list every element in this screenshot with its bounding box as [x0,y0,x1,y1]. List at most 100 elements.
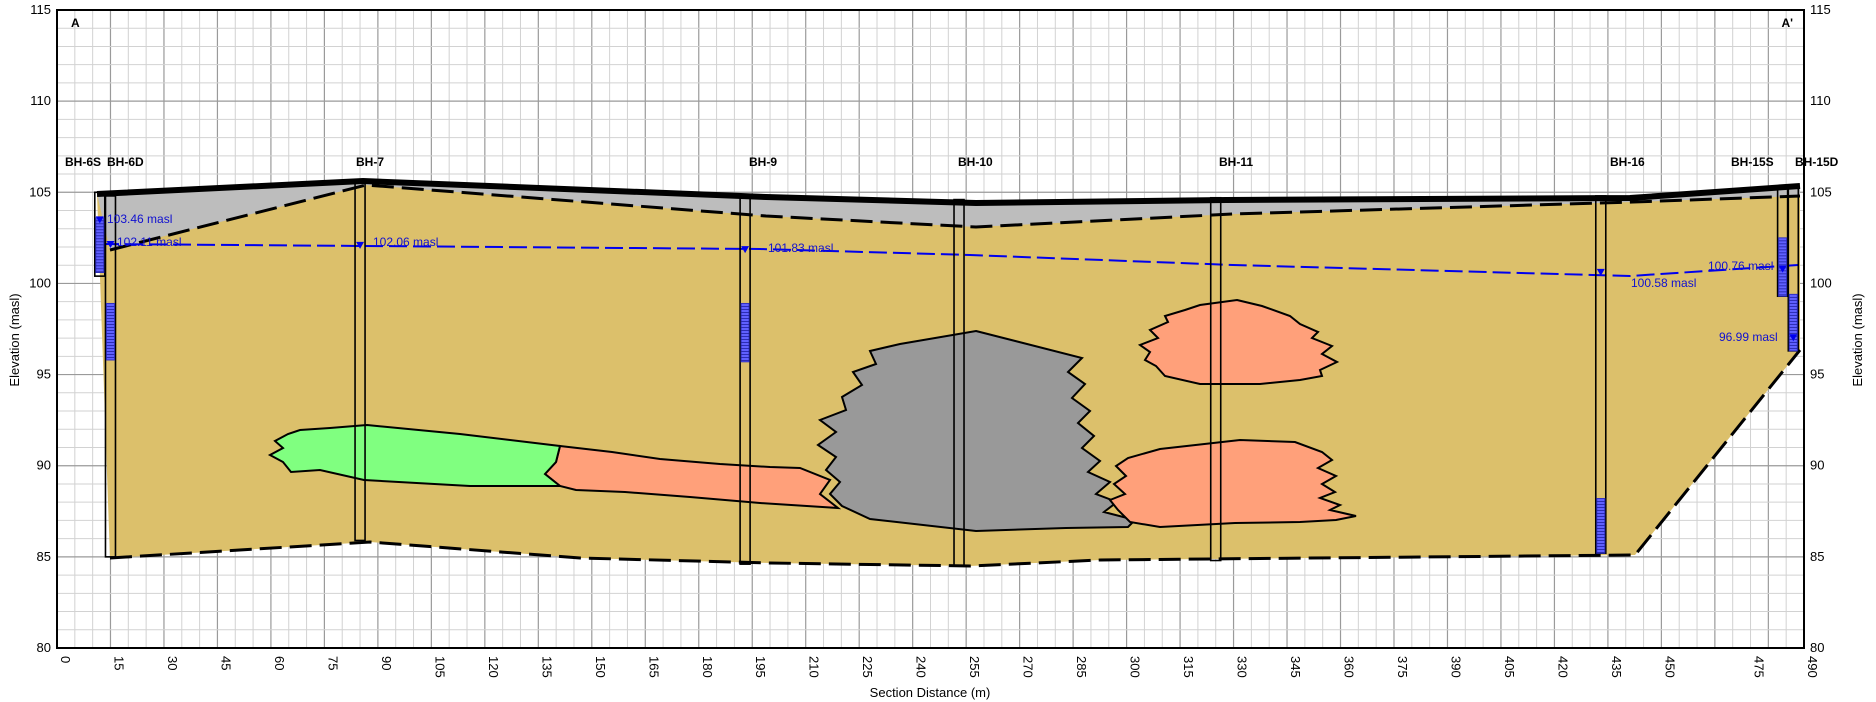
water-level-label: 103.46 masl [107,212,172,226]
section-end-label: A' [1781,16,1793,30]
x-tick-label: 120 [486,656,501,678]
y-tick-label: 95 [1810,367,1824,382]
borehole-casing [953,198,965,567]
water-level-labels: 103.46 masl 102.11 masl 102.06 masl 101.… [107,212,1778,344]
y-tick-label: 110 [30,93,51,108]
salmon-zone-lower [1108,438,1357,529]
x-tick-label: 330 [1235,656,1250,678]
water-level-label: 102.06 masl [373,235,438,249]
x-tick-label: 15 [111,656,126,670]
well-screen [1788,293,1798,352]
borehole-label-bh11: BH-11 [1219,155,1253,169]
x-tick-label: 435 [1609,656,1624,678]
y-tick-label: 100 [29,275,51,290]
x-tick-label: 135 [539,656,554,678]
x-tick-label: 375 [1395,656,1410,678]
borehole-label-bh16: BH-16 [1610,155,1645,169]
x-tick-label: 315 [1181,656,1196,678]
x-tick-label: 405 [1502,656,1517,678]
x-tick-label: 255 [967,656,982,678]
x-tick-label: 60 [272,656,287,670]
borehole-casing [354,178,366,542]
x-tick-label: 210 [807,656,822,678]
x-tick-label: 225 [860,656,875,678]
y-tick-label: 115 [30,2,51,17]
fill-layer [97,181,1800,250]
sand-base-contact [109,349,1802,568]
borehole-casing [1209,196,1222,562]
water-level-label: 102.11 masl [117,235,181,249]
x-tick-label: 165 [646,656,661,678]
y-tick-label: 105 [29,184,51,199]
water-level-marker [1596,268,1605,276]
x-tick-label: 490 [1805,656,1820,678]
y-tick-label: 85 [37,549,51,564]
water-level-marker [1789,334,1798,342]
y-axis-title-left: Elevation (masl) [7,293,22,386]
borehole-label-bh15d: BH-15D [1795,155,1839,169]
y-tick-label: 90 [37,458,51,473]
borehole-label-bh6d: BH-6D [107,155,144,169]
x-tick-label: 195 [753,656,768,678]
x-tick-label: 30 [165,656,180,670]
borehole-casing [104,195,117,558]
borehole-label-bh9: BH-9 [749,155,777,169]
x-tick-label: 270 [1021,656,1036,678]
plot-frame [56,9,1805,649]
y-tick-label: 95 [37,367,51,382]
x-tick-label: 450 [1662,656,1677,678]
borehole-casing [739,195,751,565]
y-tick-label: 85 [1810,549,1824,564]
section-start-label: A [71,16,80,30]
gray-zone [816,329,1137,533]
well-screen [105,302,115,361]
borehole-label-bh15s: BH-15S [1731,155,1774,169]
well-screen [740,302,750,363]
x-tick-label: 360 [1342,656,1357,678]
green-zone [267,423,563,487]
borehole-label-bh6s: BH-6S [65,155,101,169]
y-tick-label: 80 [37,640,51,655]
salmon-zone-upper [1137,298,1340,385]
water-level-marker [106,240,115,248]
x-tick-label: 45 [218,656,233,670]
water-level-label: 96.99 masl [1719,330,1778,344]
x-tick-label: 240 [914,656,929,678]
x-tick-label: 420 [1555,656,1570,678]
x-tick-label: 105 [432,656,447,678]
borehole-labels: BH-6S BH-6D BH-7 BH-9 BH-10 BH-11 BH-16 … [65,155,1839,169]
x-tick-label: 180 [700,656,715,678]
water-level-label: 100.76 masl [1708,259,1773,273]
fill-base-contact [109,183,1801,252]
x-tick-label: 285 [1074,656,1089,678]
y-tick-label: 115 [1810,2,1831,17]
x-tick-label: 390 [1448,656,1463,678]
x-axis-title: Section Distance (m) [870,685,991,700]
y-tick-label: 100 [1810,275,1832,290]
water-level-marker [356,241,365,249]
geology-layers [96,177,1802,568]
y-tick-label: 90 [1810,458,1824,473]
water-level-marker [1778,265,1787,273]
water-level-marker [741,246,750,254]
x-tick-label: 345 [1288,656,1303,678]
water-table-line [100,243,1799,278]
water-level-marker [95,216,104,224]
y-tick-label: 80 [1810,640,1824,655]
water-level-label: 101.83 masl [768,241,833,255]
borehole-label-bh7: BH-7 [356,155,384,169]
x-tick-label: 90 [379,656,394,670]
y-tick-label: 105 [1810,184,1832,199]
boreholes [93,178,1800,567]
borehole-label-bh10: BH-10 [958,155,993,169]
axes: 80 80 85 85 90 90 95 95 100 100 105 105 110 110 115 115… [29,2,1831,678]
x-tick-label: 475 [1752,656,1767,678]
water-level-label: 100.58 masl [1631,276,1696,290]
x-tick-label: 75 [325,656,340,670]
x-tick-label: 0 [58,656,73,663]
ground-surface [96,177,1801,207]
y-axis-title-right: Elevation (masl) [1850,293,1865,386]
y-tick-label: 110 [1810,93,1831,108]
x-tick-label: 300 [1128,656,1143,678]
